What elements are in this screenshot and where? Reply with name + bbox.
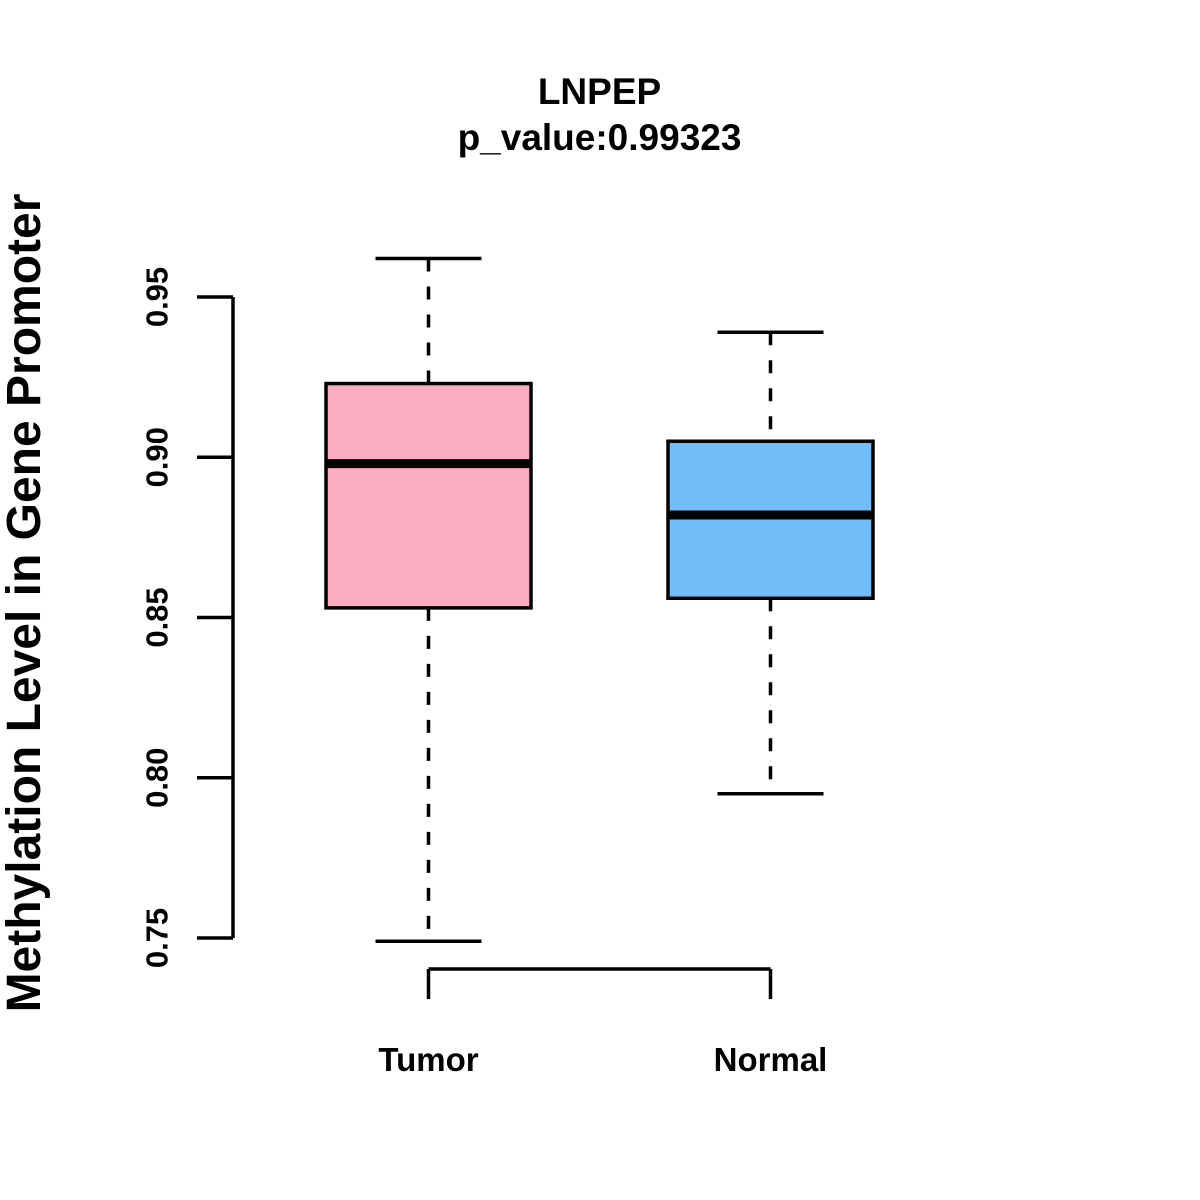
y-axis-title: Methylation Level in Gene Promoter [0, 194, 51, 1013]
chart-subtitle: p_value:0.99323 [458, 117, 742, 158]
y-tick-label: 0.95 [140, 267, 175, 327]
box-normal [666, 439, 875, 601]
y-tick-label: 0.90 [140, 427, 175, 487]
chart-title: LNPEP [538, 71, 661, 112]
x-tick-label-tumor: Tumor [378, 1041, 478, 1078]
plot-area: 0.75 0.80 0.85 0.90 0.95 Tumor Normal [140, 256, 875, 1078]
y-tick-label: 0.85 [140, 587, 175, 647]
y-tick-label: 0.80 [140, 748, 175, 808]
box-tumor [324, 381, 533, 610]
y-tick-label: 0.75 [140, 908, 175, 968]
x-tick-label-normal: Normal [714, 1041, 828, 1078]
